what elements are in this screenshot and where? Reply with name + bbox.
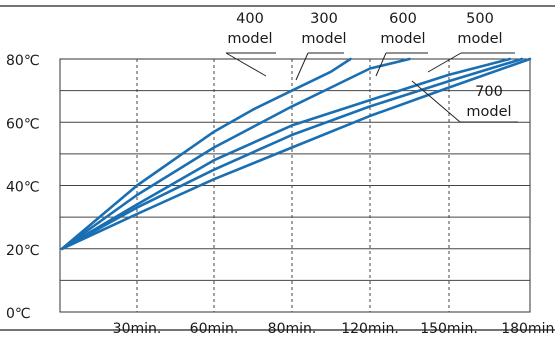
series-label-600-model: 600 — [389, 11, 417, 27]
series-label-500-model: 500 — [466, 11, 494, 27]
label-leader-line — [427, 52, 462, 73]
label-leader-line — [225, 52, 267, 77]
x-tick-label: 80min. — [268, 321, 317, 337]
series-labels: 400 model 300 model 600 model 500 model 700 model — [225, 11, 518, 123]
series-label-400-model: 400 — [236, 11, 264, 27]
series-line-300-model — [60, 57, 411, 251]
series-layer — [60, 57, 532, 251]
x-tick-label: 30min. — [113, 321, 162, 337]
y-tick-label: 20℃ — [6, 243, 40, 259]
series-label-300-model: 300 — [310, 11, 338, 27]
series-line-700-model — [60, 57, 532, 251]
label-leader-line — [411, 80, 461, 123]
series-label-500-model-line2: model — [457, 31, 502, 47]
x-tick-label: 180min. — [501, 321, 555, 337]
series-label-400-model-line2: model — [227, 31, 272, 47]
x-tick-label: 150min. — [420, 321, 478, 337]
series-line-400-model — [60, 57, 352, 251]
y-tick-label: 60℃ — [6, 116, 40, 132]
series-label-600-model-line2: model — [380, 31, 425, 47]
grid-layer — [60, 59, 530, 312]
series-label-700-model-line2: model — [466, 104, 511, 120]
x-tick-label: 60min. — [190, 321, 239, 337]
series-label-300-model-line2: model — [301, 31, 346, 47]
series-label-700-model: 700 — [475, 84, 503, 100]
series-line-500-model — [60, 57, 524, 251]
label-leader-line — [295, 52, 309, 81]
series-line-600-model — [60, 57, 512, 251]
x-tick-label: 120min. — [341, 321, 399, 337]
y-tick-label: 40℃ — [6, 180, 40, 196]
y-tick-label: 0℃ — [6, 306, 31, 322]
tick-labels: 30min. 60min. 80min. 120min. 150min. 180min. 0… — [6, 53, 555, 337]
label-leader-line — [375, 52, 387, 77]
y-tick-label: 80℃ — [6, 53, 40, 69]
